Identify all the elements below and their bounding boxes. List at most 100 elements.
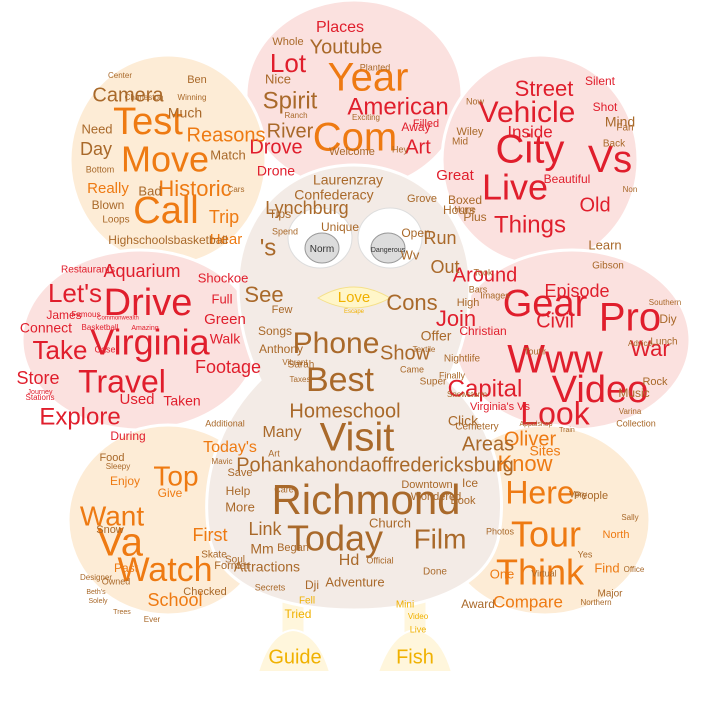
lower-right-word: Yes (578, 549, 593, 559)
upper-right-word: Things (494, 211, 566, 238)
lower-left-word: Past (114, 561, 139, 575)
body-word: Secrets (255, 582, 286, 592)
upper-left-word: Move (121, 139, 209, 180)
left-word: Full (212, 291, 233, 306)
lower-right-word: Cemetery (455, 422, 498, 433)
right-word: Rock (642, 376, 668, 388)
upper-left-word: Trip (209, 207, 239, 227)
head-word: Spirit (263, 87, 318, 114)
upper-right-word: City (496, 128, 565, 172)
left-word: Connect (20, 320, 72, 336)
body-word: Cons (386, 290, 437, 315)
body-word: 's (260, 234, 277, 261)
upper-right-word: Boxed (448, 193, 482, 207)
lower-left-word: Va (97, 521, 144, 565)
upper-left-word: Need (81, 121, 112, 136)
lower-left-word: Mavic (212, 457, 233, 466)
left-pupil (304, 232, 340, 264)
lower-left-word: Watch (117, 551, 212, 589)
upper-right-word: Inside (507, 122, 552, 141)
feet-word: Live (410, 624, 427, 634)
right-word: Varina (619, 407, 642, 416)
left-word: Restaurants (61, 265, 115, 276)
left-word: Journey (28, 389, 53, 396)
right-word: Nightlife (444, 354, 481, 365)
body-word: Laurenzray (313, 172, 383, 188)
lower-left-word: Skate (201, 550, 227, 561)
head-word: Hey (392, 144, 409, 154)
upper-left-word: Charleston (125, 93, 164, 102)
body-word: Downtown (401, 479, 452, 491)
body-word: Today (287, 518, 383, 559)
upper-left-word: Center (108, 71, 132, 80)
upper-right-word: Wiley (457, 126, 484, 138)
lower-left-word: Solely (88, 598, 108, 605)
upper-right-word: Learn (588, 237, 621, 252)
left-word: Shockoe (198, 270, 249, 285)
lower-right-word: Find (594, 560, 619, 575)
body-word: Open (401, 226, 430, 240)
lower-left-word: Food (99, 452, 124, 464)
body-word: Art (268, 448, 280, 458)
turkey-silhouette: Norm Dangerous Love Escape (20, 0, 692, 673)
lower-left-word: Want (80, 500, 145, 531)
right-word: Snowstorm (447, 390, 487, 399)
upper-right-word: Home (454, 205, 476, 214)
lower-right-word: People (574, 490, 608, 502)
head-word: Ranch (284, 111, 307, 120)
lower-left-word: Today's (203, 439, 257, 456)
body-word: Sarah (288, 360, 315, 371)
upper-left-word: Much (168, 105, 202, 121)
left-word: Case (94, 344, 115, 354)
lower-right-word: Very (569, 489, 588, 499)
upper-right-word: Old (579, 194, 610, 216)
body-word: Attractions (234, 559, 300, 575)
head-word: Youtube (310, 36, 383, 58)
left-word: Commonwealth (97, 316, 139, 322)
head-word: Exciting (352, 113, 380, 122)
body-word: Textile (413, 345, 436, 354)
lower-left-word: Additional (205, 418, 245, 428)
feet-word: Fell (299, 596, 315, 607)
lower-right-word: One (490, 566, 515, 581)
body-word: Anthony (259, 342, 303, 356)
right-word: Christian (459, 324, 506, 338)
head-word: Filled (413, 118, 439, 130)
body-word: Dji (305, 578, 319, 592)
left-word: Footage (195, 357, 261, 377)
right-word: Gear (503, 283, 588, 325)
upper-right-word: Silent (585, 74, 616, 88)
feet-word: Tried (285, 607, 312, 621)
body-word: Taxes (290, 375, 311, 384)
body-word: Tips (269, 207, 291, 221)
left-word: Walk (210, 331, 242, 347)
lower-left-word: Enjoy (110, 474, 140, 488)
lower-right-word: Sites (529, 443, 560, 459)
body-word: Click (448, 413, 479, 429)
head-word: Planted (360, 62, 391, 72)
left-word: Basketball (82, 323, 119, 332)
upper-left-word: Really (87, 180, 129, 197)
right-word: War (630, 336, 670, 361)
upper-left-word: Highschoolsbasketball (108, 233, 227, 247)
upper-right-word: Vehicle (479, 96, 576, 129)
lower-right-word: Major (597, 589, 623, 600)
head-word: American (347, 93, 448, 120)
right-word: Capital (448, 375, 523, 402)
upper-left-word: Bottom (86, 164, 115, 174)
body-word: Ice (462, 476, 478, 490)
left-word: Virginia (90, 322, 210, 363)
left-word: Aquarium (103, 261, 180, 281)
upper-left-word: Day (80, 139, 112, 159)
body-word: Save (227, 467, 252, 479)
feet-word: Video (408, 612, 429, 621)
lower-left-word: Checked (183, 586, 226, 598)
right-word: Appalshop (519, 421, 552, 428)
lower-left-word: Beth's (86, 589, 106, 596)
lower-right-word: Oliver (504, 428, 557, 450)
upper-right-word: Back (603, 139, 626, 150)
upper-left-word: Match (210, 147, 245, 162)
lower-right-word: Know (497, 451, 552, 476)
head-word: Nice (265, 71, 291, 86)
